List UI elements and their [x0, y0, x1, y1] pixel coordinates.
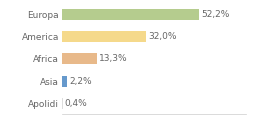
Bar [62, 53, 97, 64]
Bar [62, 9, 199, 20]
Text: 0,4%: 0,4% [65, 99, 88, 108]
Bar [62, 31, 146, 42]
Bar [62, 98, 63, 109]
Text: 32,0%: 32,0% [148, 32, 177, 41]
Text: 2,2%: 2,2% [69, 77, 92, 86]
Text: 13,3%: 13,3% [99, 54, 127, 63]
Text: 52,2%: 52,2% [202, 10, 230, 19]
Bar [62, 75, 67, 87]
